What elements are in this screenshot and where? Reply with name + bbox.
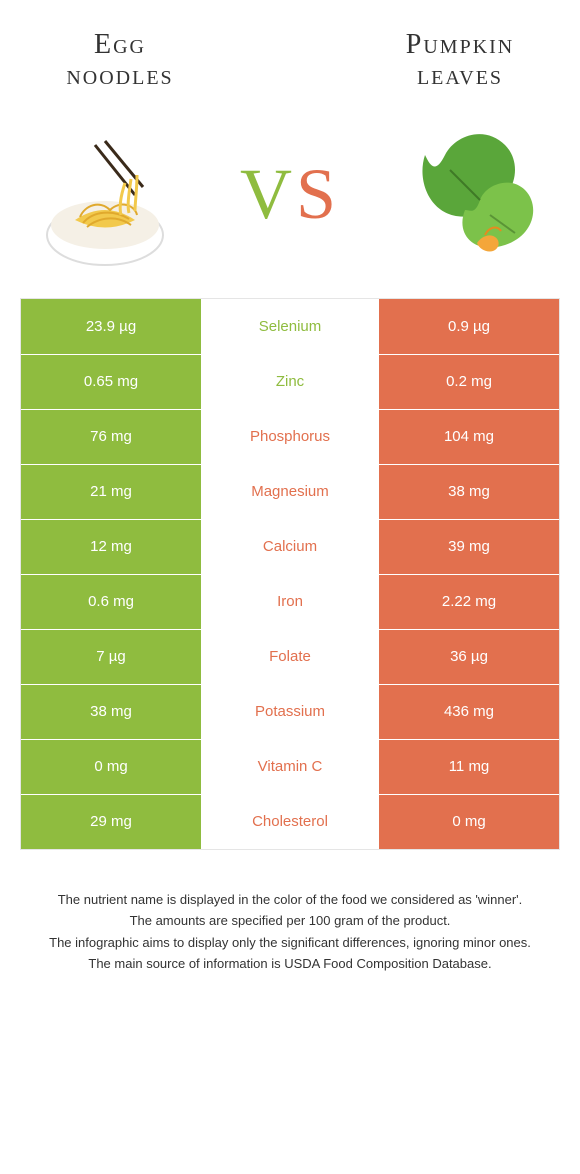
- left-food-title: Egg noodles: [20, 30, 220, 92]
- right-value-cell: 0.2 mg: [379, 355, 559, 409]
- nutrient-name-cell: Magnesium: [201, 465, 379, 519]
- vs-v: V: [240, 154, 296, 234]
- nutrient-row: 0.65 mgZinc0.2 mg: [21, 354, 559, 409]
- nutrient-row: 38 mgPotassium436 mg: [21, 684, 559, 739]
- footer-line-3: The infographic aims to display only the…: [20, 933, 560, 953]
- nutrient-name-cell: Selenium: [201, 299, 379, 354]
- right-value-cell: 104 mg: [379, 410, 559, 464]
- nutrient-row: 7 µgFolate36 µg: [21, 629, 559, 684]
- right-title-line2: leaves: [417, 60, 503, 91]
- right-value-cell: 38 mg: [379, 465, 559, 519]
- right-title-line1: Pumpkin: [406, 29, 514, 60]
- left-value-cell: 7 µg: [21, 630, 201, 684]
- vs-s: S: [296, 154, 340, 234]
- nutrient-comparison-table: 23.9 µgSelenium0.9 µg0.65 mgZinc0.2 mg76…: [20, 298, 560, 850]
- left-value-cell: 76 mg: [21, 410, 201, 464]
- nutrient-name-cell: Iron: [201, 575, 379, 629]
- nutrient-row: 23.9 µgSelenium0.9 µg: [21, 299, 559, 354]
- left-value-cell: 23.9 µg: [21, 299, 201, 354]
- right-value-cell: 0 mg: [379, 795, 559, 849]
- title-row: Egg noodles Pumpkin leaves: [20, 30, 560, 92]
- right-value-cell: 2.22 mg: [379, 575, 559, 629]
- nutrient-name-cell: Cholesterol: [201, 795, 379, 849]
- footer-notes: The nutrient name is displayed in the co…: [20, 890, 560, 974]
- left-value-cell: 0.6 mg: [21, 575, 201, 629]
- left-value-cell: 0 mg: [21, 740, 201, 794]
- right-value-cell: 36 µg: [379, 630, 559, 684]
- nutrient-name-cell: Potassium: [201, 685, 379, 739]
- nutrient-name-cell: Zinc: [201, 355, 379, 409]
- pumpkin-leaves-illustration: [390, 110, 560, 280]
- nutrient-row: 0 mgVitamin C11 mg: [21, 739, 559, 794]
- vs-label: VS: [240, 153, 340, 236]
- right-value-cell: 0.9 µg: [379, 299, 559, 354]
- infographic-container: Egg noodles Pumpkin leaves: [0, 0, 580, 996]
- right-value-cell: 39 mg: [379, 520, 559, 574]
- footer-line-4: The main source of information is USDA F…: [20, 954, 560, 974]
- nutrient-name-cell: Vitamin C: [201, 740, 379, 794]
- footer-line-1: The nutrient name is displayed in the co…: [20, 890, 560, 910]
- egg-noodles-illustration: [20, 110, 190, 280]
- nutrient-row: 21 mgMagnesium38 mg: [21, 464, 559, 519]
- nutrient-row: 76 mgPhosphorus104 mg: [21, 409, 559, 464]
- nutrient-name-cell: Folate: [201, 630, 379, 684]
- left-value-cell: 12 mg: [21, 520, 201, 574]
- nutrient-row: 29 mgCholesterol0 mg: [21, 794, 559, 849]
- left-value-cell: 29 mg: [21, 795, 201, 849]
- footer-line-2: The amounts are specified per 100 gram o…: [20, 911, 560, 931]
- nutrient-name-cell: Phosphorus: [201, 410, 379, 464]
- right-value-cell: 436 mg: [379, 685, 559, 739]
- left-value-cell: 21 mg: [21, 465, 201, 519]
- right-value-cell: 11 mg: [379, 740, 559, 794]
- left-title-line1: Egg: [94, 29, 146, 60]
- left-title-line2: noodles: [66, 60, 173, 91]
- left-value-cell: 0.65 mg: [21, 355, 201, 409]
- left-value-cell: 38 mg: [21, 685, 201, 739]
- nutrient-name-cell: Calcium: [201, 520, 379, 574]
- hero-row: VS: [20, 110, 560, 280]
- right-food-title: Pumpkin leaves: [360, 30, 560, 92]
- nutrient-row: 0.6 mgIron2.22 mg: [21, 574, 559, 629]
- nutrient-row: 12 mgCalcium39 mg: [21, 519, 559, 574]
